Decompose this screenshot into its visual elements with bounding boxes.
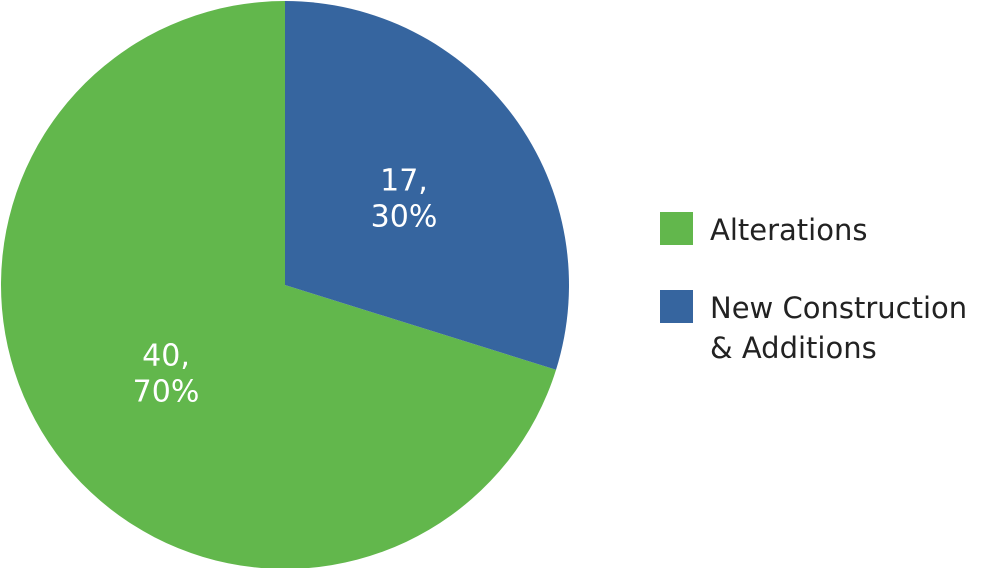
legend-swatch — [660, 290, 693, 323]
legend-swatch — [660, 212, 693, 245]
data-label-line: 70% — [133, 374, 200, 409]
legend-item: Alterations — [660, 210, 1000, 250]
legend-label: New Construction & Additions — [710, 291, 968, 365]
pie-slice — [1, 1, 557, 568]
pie-slice — [285, 1, 569, 370]
data-label-line: 17, — [380, 163, 428, 198]
legend: Alterations New Construction & Additions — [660, 210, 1000, 406]
data-label-line: 40, — [142, 338, 190, 373]
data-label: 40, 70% — [133, 338, 200, 409]
legend-label: Alterations — [710, 213, 868, 247]
data-label-line: 30% — [371, 199, 438, 234]
data-label: 17, 30% — [371, 163, 438, 234]
legend-item: New Construction & Additions — [660, 288, 1000, 368]
